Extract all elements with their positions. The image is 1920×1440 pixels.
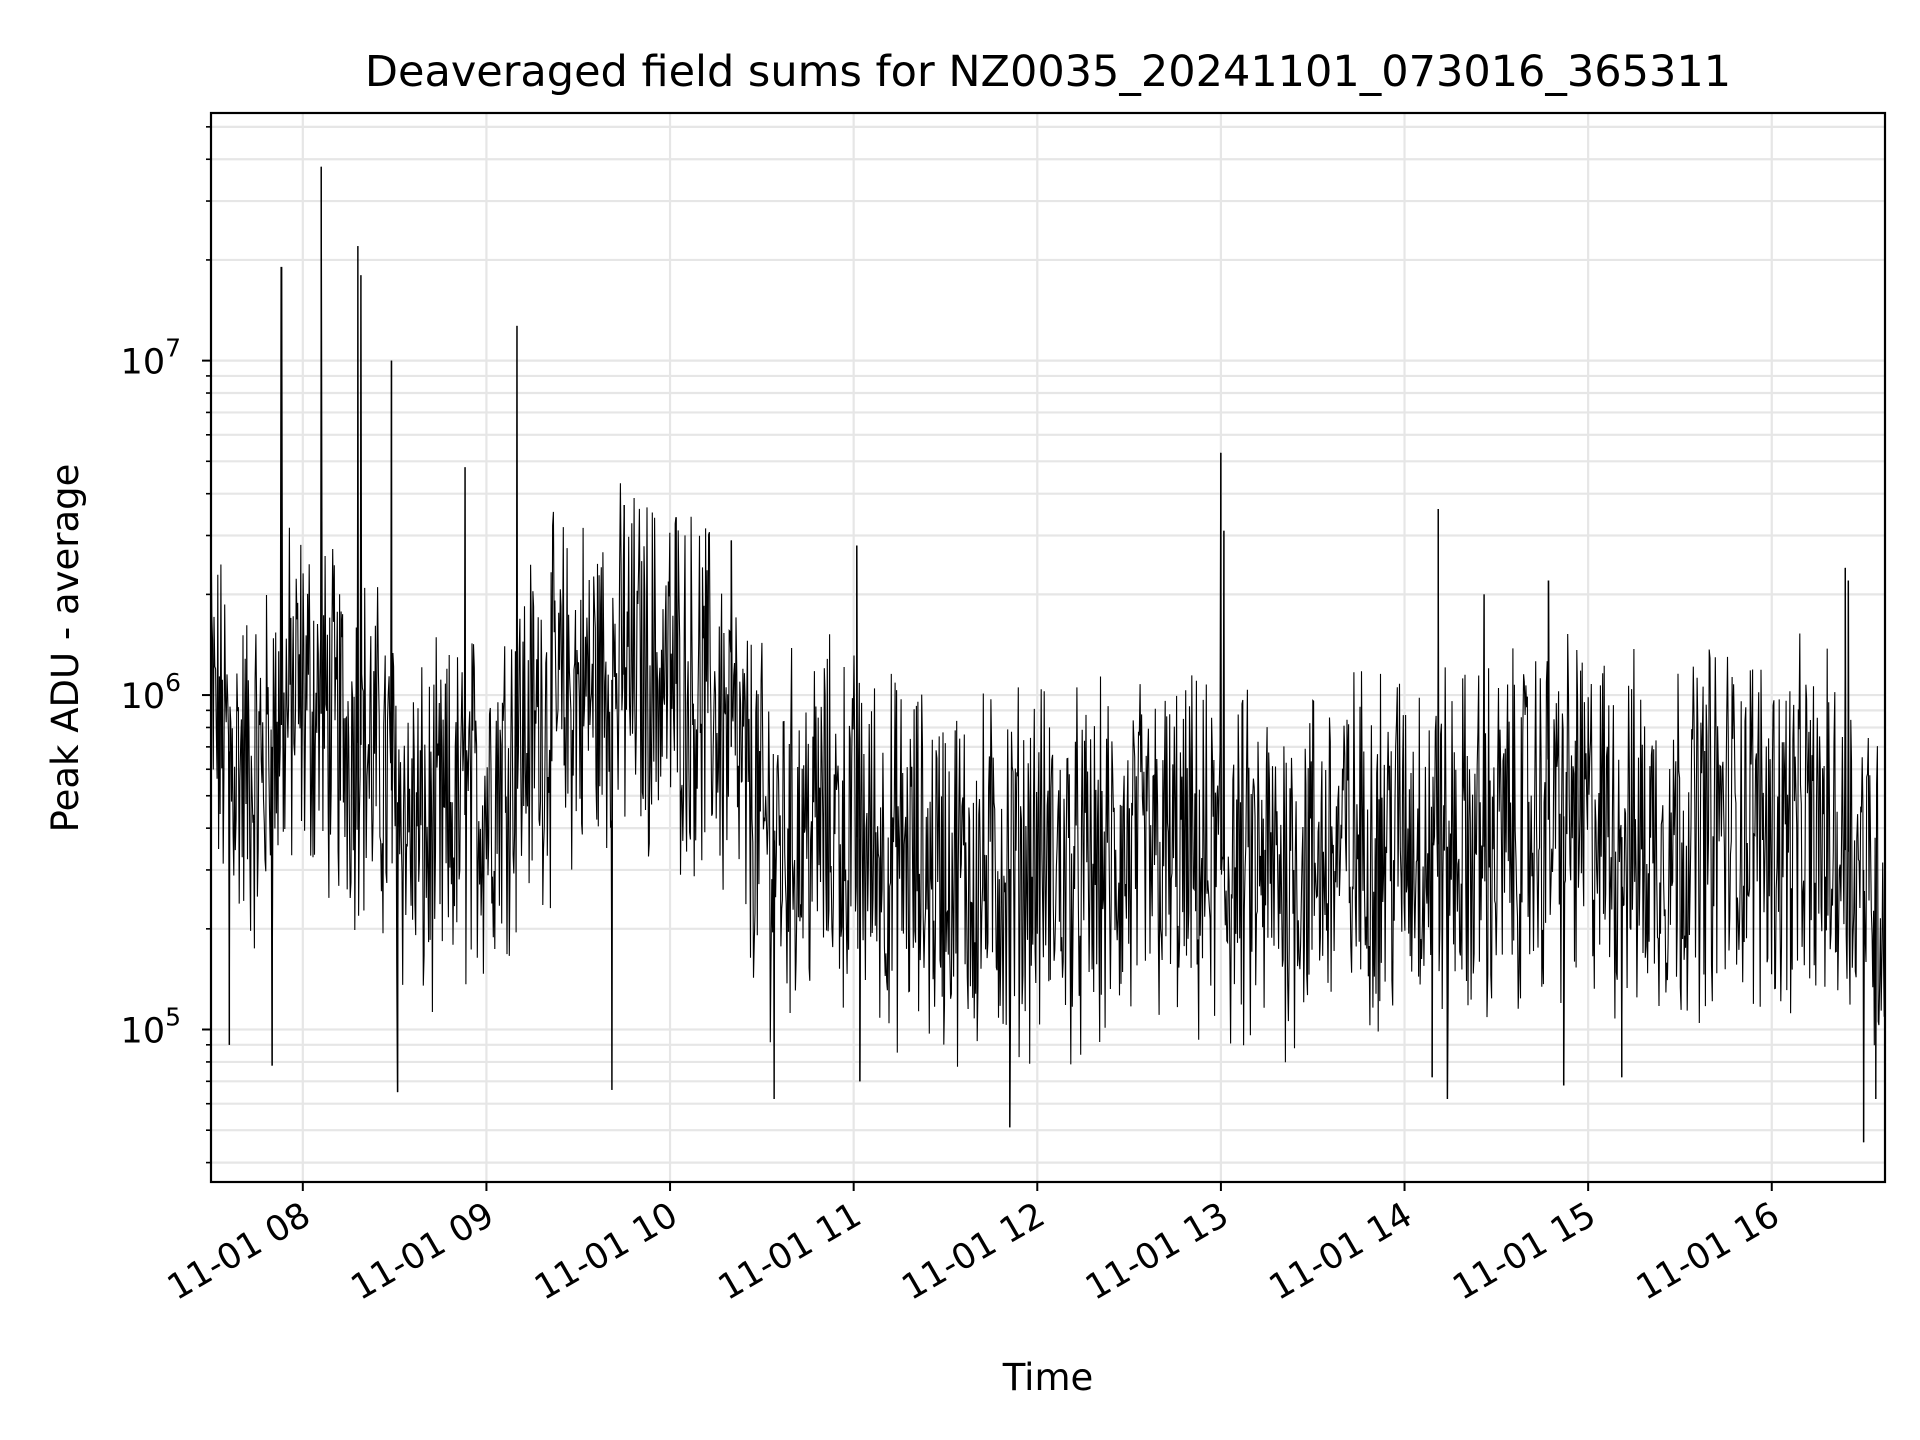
series-layer [210, 166, 1885, 1143]
y-axis-label: Peak ADU - average [44, 464, 87, 833]
y-tick-label: 105 [121, 1003, 181, 1052]
chart-title: Deaveraged field sums for NZ0035_2024110… [365, 47, 1731, 97]
series-line [211, 166, 1885, 1143]
y-tick-label: 107 [121, 334, 181, 383]
plot-frame [209, 111, 1887, 1184]
x-axis-label: Time [1002, 1356, 1094, 1399]
y-tick-label: 106 [121, 668, 181, 717]
